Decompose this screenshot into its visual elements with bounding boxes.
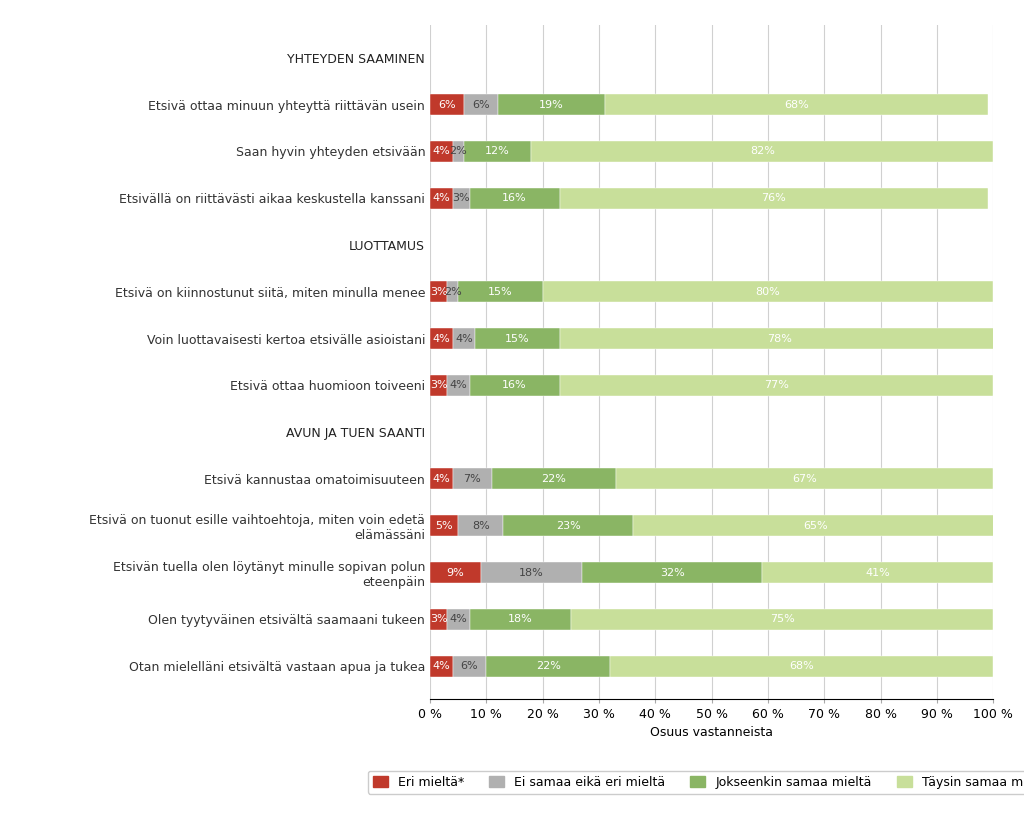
Text: 22%: 22% — [542, 474, 566, 484]
Text: 65%: 65% — [804, 521, 828, 531]
Text: 3%: 3% — [430, 614, 447, 624]
Bar — [430, 328, 453, 349]
Bar — [582, 562, 762, 583]
Bar — [504, 515, 633, 537]
Text: 18%: 18% — [508, 614, 532, 624]
Text: 32%: 32% — [659, 567, 685, 577]
Bar — [453, 187, 469, 209]
Bar — [481, 562, 582, 583]
Text: 15%: 15% — [488, 287, 513, 297]
Bar — [453, 141, 464, 162]
Text: 4%: 4% — [450, 380, 467, 390]
Text: 2%: 2% — [443, 287, 462, 297]
Text: 41%: 41% — [865, 567, 890, 577]
Text: 3%: 3% — [453, 193, 470, 203]
Text: 6%: 6% — [438, 100, 456, 110]
Bar — [531, 141, 993, 162]
Text: 4%: 4% — [432, 334, 451, 344]
Bar — [430, 609, 446, 630]
Text: 6%: 6% — [461, 661, 478, 671]
Text: 5%: 5% — [435, 521, 453, 531]
Bar — [633, 515, 999, 537]
Bar — [430, 281, 446, 302]
Text: 2%: 2% — [450, 146, 467, 156]
Text: 18%: 18% — [519, 567, 544, 577]
Bar — [430, 468, 453, 489]
Bar — [430, 562, 481, 583]
Bar — [475, 328, 559, 349]
Bar — [559, 374, 993, 396]
Bar — [453, 656, 486, 676]
Text: 7%: 7% — [464, 474, 481, 484]
Bar — [604, 94, 988, 115]
Bar — [446, 609, 469, 630]
Text: 4%: 4% — [432, 146, 451, 156]
Bar — [446, 281, 459, 302]
Bar — [571, 609, 993, 630]
Legend: Eri mieltä*, Ei samaa eikä eri mieltä, Jokseenkin samaa mieltä, Täysin samaa mie: Eri mieltä*, Ei samaa eikä eri mieltä, J… — [368, 770, 1024, 794]
Text: 8%: 8% — [472, 521, 489, 531]
Text: 3%: 3% — [430, 287, 447, 297]
Bar — [430, 515, 459, 537]
Text: 75%: 75% — [770, 614, 795, 624]
Bar — [446, 374, 469, 396]
Bar — [486, 656, 610, 676]
Bar — [453, 468, 493, 489]
Text: 77%: 77% — [764, 380, 788, 390]
Text: 4%: 4% — [450, 614, 467, 624]
Text: 68%: 68% — [783, 100, 809, 110]
Bar — [430, 187, 453, 209]
Bar — [430, 94, 464, 115]
Text: 9%: 9% — [446, 567, 464, 577]
Bar — [559, 187, 987, 209]
Text: 6%: 6% — [472, 100, 489, 110]
Text: 12%: 12% — [485, 146, 510, 156]
Text: 19%: 19% — [539, 100, 563, 110]
Bar — [610, 656, 993, 676]
Text: 16%: 16% — [502, 193, 527, 203]
Text: 82%: 82% — [750, 146, 775, 156]
Text: 3%: 3% — [430, 380, 447, 390]
Text: 4%: 4% — [455, 334, 473, 344]
Text: 16%: 16% — [502, 380, 527, 390]
Bar — [430, 656, 453, 676]
Bar — [559, 328, 999, 349]
Text: 76%: 76% — [761, 193, 786, 203]
Text: 23%: 23% — [556, 521, 581, 531]
Bar — [616, 468, 993, 489]
Bar — [762, 562, 993, 583]
Bar — [430, 141, 453, 162]
Text: 68%: 68% — [790, 661, 814, 671]
Text: 22%: 22% — [536, 661, 561, 671]
Bar — [469, 187, 559, 209]
Bar — [453, 328, 475, 349]
Text: 4%: 4% — [432, 661, 451, 671]
Text: 4%: 4% — [432, 474, 451, 484]
Bar — [498, 94, 604, 115]
Text: 67%: 67% — [793, 474, 817, 484]
Text: 78%: 78% — [767, 334, 792, 344]
Bar — [469, 609, 571, 630]
Bar — [543, 281, 993, 302]
Bar — [464, 141, 531, 162]
Text: 4%: 4% — [432, 193, 451, 203]
Bar — [464, 94, 498, 115]
Bar — [459, 281, 543, 302]
Bar — [492, 468, 616, 489]
Bar — [459, 515, 504, 537]
Bar — [469, 374, 559, 396]
X-axis label: Osuus vastanneista: Osuus vastanneista — [650, 726, 773, 740]
Bar — [430, 374, 446, 396]
Text: 15%: 15% — [505, 334, 529, 344]
Text: 80%: 80% — [756, 287, 780, 297]
